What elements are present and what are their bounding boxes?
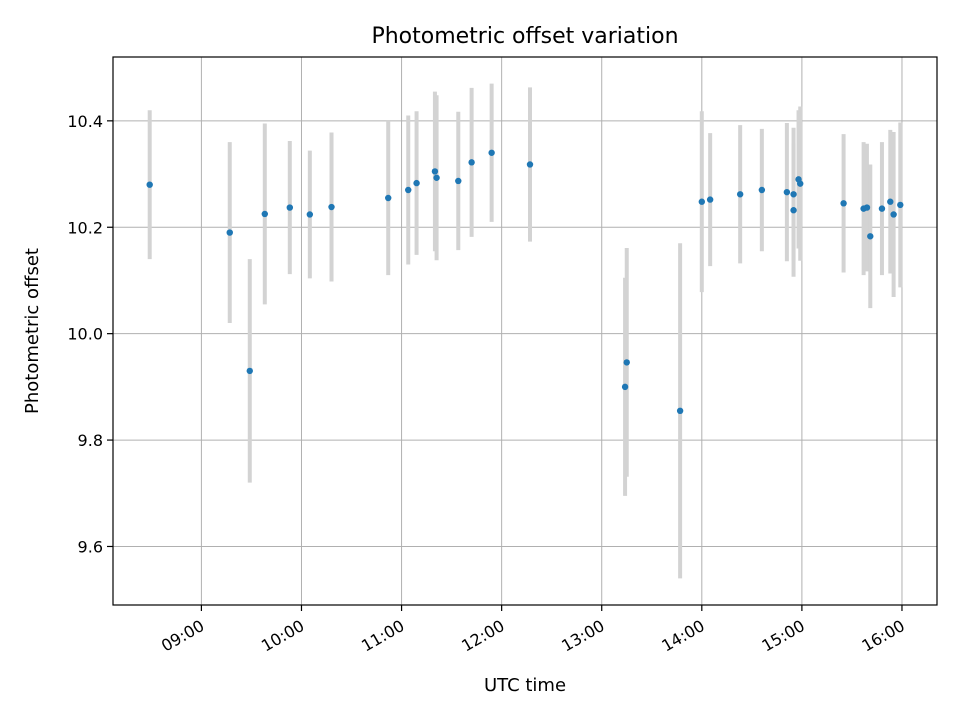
data-point [433,174,440,181]
x-axis-label: UTC time [484,675,566,696]
data-point [897,201,904,209]
chart-title: Photometric offset variation [371,24,678,49]
plot-frame [112,56,938,606]
data-point [413,179,420,187]
data-point [526,161,534,168]
data-point [623,359,630,366]
data-point [246,367,253,375]
data-point [867,233,874,240]
data-point [621,383,629,391]
data-points [146,149,904,415]
data-point [328,203,335,211]
data-point [455,177,462,185]
data-point [261,210,268,218]
y-axis-ticks: 9.6 9.8 10.0 10.2 10.4 [67,112,113,556]
data-point [887,198,894,205]
data-point [431,168,439,175]
data-point [878,205,886,212]
data-point [863,204,871,211]
data-point [797,180,804,187]
data-point [790,207,797,214]
y-tick-label: 10.0 [67,325,103,344]
data-point [226,229,233,236]
y-tick-label: 10.4 [67,112,103,131]
data-point [790,191,797,198]
data-point [758,186,766,194]
data-point [488,149,495,156]
y-axis-label: Photometric offset [22,248,43,414]
data-point [783,188,791,196]
data-point [698,198,706,205]
data-point [676,407,684,415]
data-point [736,191,744,198]
data-point [840,200,847,207]
data-point [706,196,714,203]
data-point [286,204,294,211]
data-point [306,211,314,218]
data-point [146,181,153,188]
y-tick-label: 10.2 [67,218,103,237]
data-point [890,211,897,218]
data-point [385,194,392,202]
y-tick-label: 9.6 [78,537,103,556]
data-point [468,159,475,166]
y-tick-label: 9.8 [78,431,103,450]
data-point [405,186,412,194]
